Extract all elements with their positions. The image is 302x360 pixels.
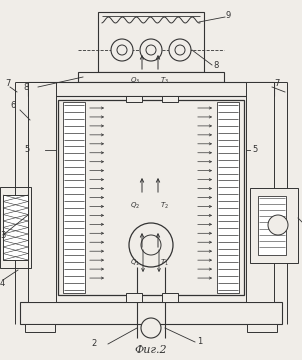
Text: 4: 4	[0, 279, 5, 288]
Text: 5: 5	[252, 145, 257, 154]
Text: $T_1$: $T_1$	[160, 258, 169, 268]
Circle shape	[141, 235, 161, 255]
Circle shape	[146, 45, 156, 55]
FancyBboxPatch shape	[247, 324, 277, 332]
FancyBboxPatch shape	[258, 196, 286, 255]
Text: $Q_3$: $Q_3$	[130, 76, 140, 86]
FancyBboxPatch shape	[25, 324, 55, 332]
FancyBboxPatch shape	[126, 96, 142, 102]
FancyBboxPatch shape	[28, 82, 274, 96]
FancyBboxPatch shape	[78, 72, 224, 82]
FancyBboxPatch shape	[63, 102, 85, 293]
FancyBboxPatch shape	[162, 96, 178, 102]
Circle shape	[117, 45, 127, 55]
Text: 9: 9	[226, 10, 231, 19]
FancyBboxPatch shape	[246, 82, 274, 302]
Text: $Q_2$: $Q_2$	[130, 201, 140, 211]
Text: 2: 2	[92, 339, 97, 348]
Text: 8: 8	[23, 82, 28, 91]
Circle shape	[140, 39, 162, 61]
Circle shape	[141, 318, 161, 338]
Circle shape	[175, 45, 185, 55]
Text: $Q_1$: $Q_1$	[130, 258, 140, 268]
Circle shape	[111, 39, 133, 61]
Text: 6: 6	[10, 100, 15, 109]
FancyBboxPatch shape	[3, 195, 28, 260]
Text: 7: 7	[5, 80, 10, 89]
Text: 5: 5	[25, 145, 30, 154]
Text: $T_3$: $T_3$	[160, 76, 169, 86]
Circle shape	[268, 215, 288, 235]
FancyBboxPatch shape	[162, 293, 178, 302]
Text: 1: 1	[197, 338, 202, 346]
FancyBboxPatch shape	[217, 102, 239, 293]
Text: $T_2$: $T_2$	[160, 201, 169, 211]
Circle shape	[169, 39, 191, 61]
Circle shape	[129, 223, 173, 267]
Text: 8: 8	[213, 60, 218, 69]
Text: 3: 3	[0, 230, 5, 239]
Text: Фиг.2: Фиг.2	[135, 345, 167, 355]
FancyBboxPatch shape	[98, 12, 204, 72]
FancyBboxPatch shape	[20, 302, 282, 324]
FancyBboxPatch shape	[28, 82, 56, 302]
FancyBboxPatch shape	[126, 293, 142, 302]
Text: 7: 7	[274, 80, 279, 89]
FancyBboxPatch shape	[58, 100, 244, 295]
FancyBboxPatch shape	[250, 188, 298, 263]
